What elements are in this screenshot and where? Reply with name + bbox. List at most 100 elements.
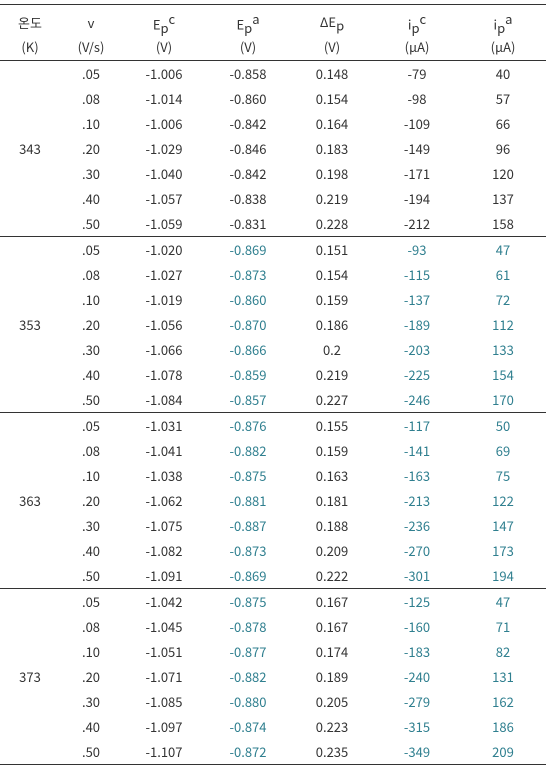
cell-v: .50 (60, 387, 122, 413)
cell-ipa: 66 (460, 111, 546, 136)
table-row: .10-1.038-0.8750.163-16375 (0, 463, 546, 488)
cell-v: .10 (60, 463, 122, 488)
cell-ipc: -141 (374, 438, 460, 463)
table-row: .40-1.097-0.8740.223-315186 (0, 714, 546, 739)
cell-temp (0, 86, 60, 111)
cell-epc: -1.091 (122, 563, 206, 589)
cell-ipa: 209 (460, 739, 546, 765)
cell-epc: -1.006 (122, 111, 206, 136)
table-row: .10-1.051-0.8770.174-18382 (0, 639, 546, 664)
cell-ipa: 69 (460, 438, 546, 463)
cell-ipa: 47 (460, 588, 546, 614)
table-row: 353.20-1.056-0.8700.186-189112 (0, 312, 546, 337)
cell-dep: 0.219 (290, 362, 374, 387)
cell-epc: -1.057 (122, 186, 206, 211)
cell-dep: 0.151 (290, 236, 374, 262)
cell-epa: -0.875 (206, 463, 290, 488)
cell-dep: 0.174 (290, 639, 374, 664)
cell-v: .20 (60, 312, 122, 337)
cell-dep: 0.186 (290, 312, 374, 337)
cell-ipa: 57 (460, 86, 546, 111)
cell-temp (0, 513, 60, 538)
cell-v: .05 (60, 412, 122, 438)
cell-dep: 0.209 (290, 538, 374, 563)
cell-ipc: -125 (374, 588, 460, 614)
cell-ipc: -79 (374, 60, 460, 86)
col-ipc-unit: (μA) (374, 37, 460, 61)
table-row: 363.20-1.062-0.8810.181-213122 (0, 488, 546, 513)
cell-temp (0, 236, 60, 262)
cell-temp (0, 60, 60, 86)
col-epa-unit: (V) (206, 37, 290, 61)
cell-temp (0, 438, 60, 463)
cell-ipc: -194 (374, 186, 460, 211)
cell-epa: -0.860 (206, 86, 290, 111)
cell-epc: -1.082 (122, 538, 206, 563)
cell-dep: 0.223 (290, 714, 374, 739)
table-row: .08-1.041-0.8820.159-14169 (0, 438, 546, 463)
cell-dep: 0.235 (290, 739, 374, 765)
cell-temp (0, 639, 60, 664)
cell-ipa: 162 (460, 689, 546, 714)
table-row: .30-1.066-0.8660.2-203133 (0, 337, 546, 362)
cell-ipc: -183 (374, 639, 460, 664)
cell-ipa: 173 (460, 538, 546, 563)
col-dep-symbol: ΔEp (290, 5, 374, 37)
cell-ipc: -163 (374, 463, 460, 488)
cell-ipc: -270 (374, 538, 460, 563)
cell-ipc: -236 (374, 513, 460, 538)
cell-ipa: 72 (460, 287, 546, 312)
table-row: .30-1.085-0.8800.205-279162 (0, 689, 546, 714)
cell-temp (0, 614, 60, 639)
cell-epc: -1.107 (122, 739, 206, 765)
cell-dep: 0.164 (290, 111, 374, 136)
table-row: .30-1.075-0.8870.188-236147 (0, 513, 546, 538)
cell-dep: 0.181 (290, 488, 374, 513)
cell-ipc: -189 (374, 312, 460, 337)
cell-epc: -1.031 (122, 412, 206, 438)
cell-dep: 0.189 (290, 664, 374, 689)
table-header: 온도 v Epc Epa ΔEp ipc ipa (K) (0, 5, 546, 61)
cell-v: .30 (60, 689, 122, 714)
cell-epc: -1.042 (122, 588, 206, 614)
cell-ipa: 131 (460, 664, 546, 689)
cell-v: .05 (60, 60, 122, 86)
cell-epc: -1.097 (122, 714, 206, 739)
cell-epc: -1.084 (122, 387, 206, 413)
cell-ipa: 75 (460, 463, 546, 488)
table-row: .08-1.014-0.8600.154-9857 (0, 86, 546, 111)
cell-ipa: 133 (460, 337, 546, 362)
cell-temp (0, 387, 60, 413)
cell-temp (0, 739, 60, 765)
cell-epa: -0.866 (206, 337, 290, 362)
cell-ipc: -225 (374, 362, 460, 387)
header-symbols-row: 온도 v Epc Epa ΔEp ipc ipa (0, 5, 546, 37)
col-v-unit: (V/s) (60, 37, 122, 61)
cell-epa: -0.887 (206, 513, 290, 538)
table-row: .10-1.006-0.8420.164-10966 (0, 111, 546, 136)
cell-epa: -0.831 (206, 211, 290, 237)
cell-dep: 0.183 (290, 136, 374, 161)
cell-epa: -0.870 (206, 312, 290, 337)
cell-epc: -1.006 (122, 60, 206, 86)
cell-epa: -0.860 (206, 287, 290, 312)
cell-temp (0, 211, 60, 237)
cell-v: .50 (60, 739, 122, 765)
cell-ipa: 147 (460, 513, 546, 538)
cell-v: .10 (60, 287, 122, 312)
cell-dep: 0.154 (290, 86, 374, 111)
cell-v: .20 (60, 664, 122, 689)
cell-ipa: 82 (460, 639, 546, 664)
cell-temp (0, 714, 60, 739)
col-epc-symbol: Epc (122, 5, 206, 37)
cell-dep: 0.219 (290, 186, 374, 211)
table-row: .40-1.082-0.8730.209-270173 (0, 538, 546, 563)
cell-dep: 0.2 (290, 337, 374, 362)
cell-epc: -1.019 (122, 287, 206, 312)
cell-dep: 0.163 (290, 463, 374, 488)
cell-epa: -0.859 (206, 362, 290, 387)
table-row: .40-1.078-0.8590.219-225154 (0, 362, 546, 387)
table-row: .50-1.091-0.8690.222-301194 (0, 563, 546, 589)
cell-dep: 0.159 (290, 287, 374, 312)
cell-epc: -1.051 (122, 639, 206, 664)
